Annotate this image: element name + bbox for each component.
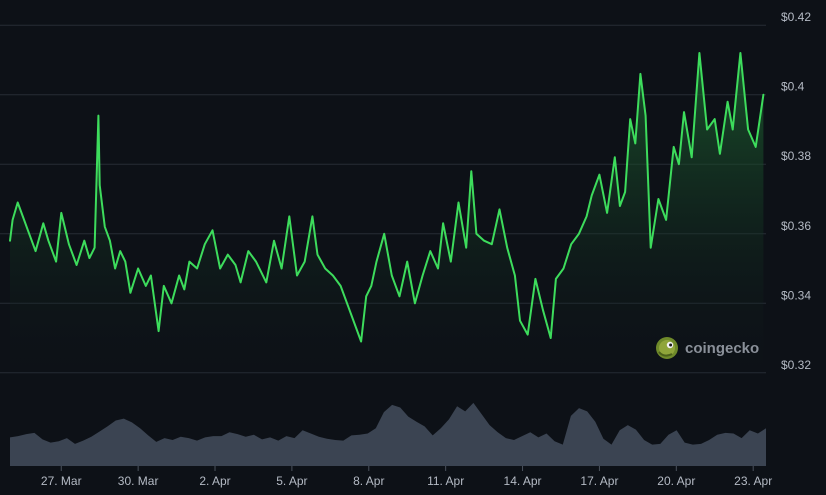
coingecko-watermark: coingecko [656, 337, 759, 359]
y-tick-label: $0.42 [781, 10, 811, 24]
x-tick-label: 14. Apr [504, 474, 542, 488]
x-tick-label: 30. Mar [118, 474, 159, 488]
y-tick-label: $0.36 [781, 219, 811, 233]
x-tick-label: 17. Apr [580, 474, 618, 488]
y-tick-label: $0.32 [781, 358, 811, 372]
x-tick-label: 5. Apr [276, 474, 307, 488]
y-tick-label: $0.38 [781, 149, 811, 163]
watermark-label: coingecko [685, 340, 759, 357]
volume-area-layer [10, 402, 766, 466]
x-axis-ticks: 27. Mar 30. Mar 2. Apr 5. Apr 8. Apr 11. Apr 1… [41, 466, 772, 488]
x-tick-label: 11. Apr [427, 474, 464, 488]
y-tick-label: $0.34 [781, 288, 811, 302]
x-tick-label: 20. Apr [657, 474, 695, 488]
price-line-layer [9, 52, 765, 343]
x-tick-label: 2. Apr [199, 474, 230, 488]
price-area-layer [10, 53, 764, 378]
price-line [9, 52, 765, 343]
y-axis-ticks: $0.32 $0.34 $0.36 $0.38 $0.4 $0.42 [781, 10, 811, 372]
price-area [10, 53, 764, 378]
x-tick-label: 27. Mar [41, 474, 82, 488]
volume-area [10, 402, 766, 466]
x-tick-label: 8. Apr [353, 474, 384, 488]
x-tick-label: 23. Apr [734, 474, 772, 488]
gecko-logo-icon [656, 337, 678, 359]
y-tick-label: $0.4 [781, 80, 805, 94]
